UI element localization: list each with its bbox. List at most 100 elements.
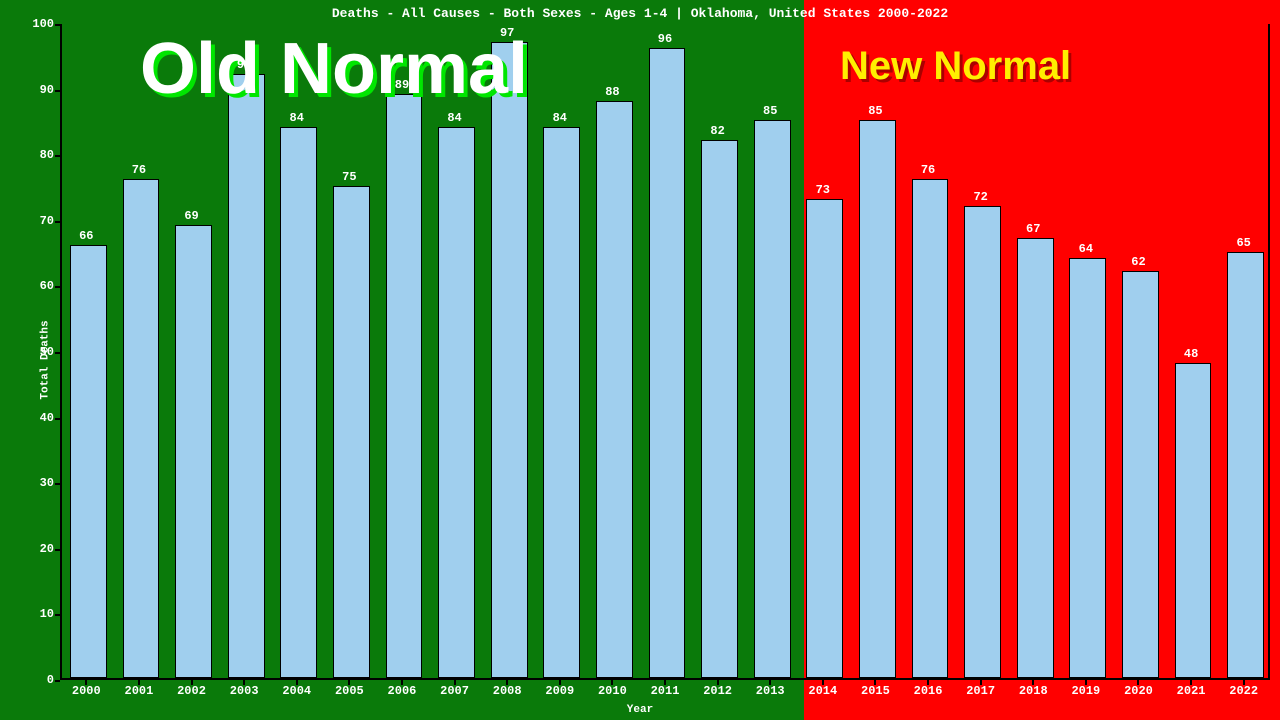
bar-value-label: 82	[693, 124, 743, 138]
x-tick-label: 2005	[324, 684, 374, 698]
x-tick-mark	[296, 680, 298, 685]
x-tick-label: 2008	[482, 684, 532, 698]
y-axis-label: Total Deaths	[40, 320, 52, 399]
y-tick-label: 10	[24, 607, 54, 621]
x-tick-label: 2011	[640, 684, 690, 698]
bar-value-label: 75	[324, 170, 374, 184]
y-tick-label: 100	[24, 17, 54, 31]
y-tick-mark	[55, 352, 60, 354]
x-tick-mark	[1137, 680, 1139, 685]
bar-value-label: 76	[903, 163, 953, 177]
bar	[912, 179, 949, 678]
x-tick-label: 2018	[1008, 684, 1058, 698]
x-tick-mark	[454, 680, 456, 685]
chart-container: Deaths - All Causes - Both Sexes - Ages …	[0, 0, 1280, 720]
bar	[175, 225, 212, 678]
x-axis-label: Year	[0, 704, 1280, 716]
bar-value-label: 84	[430, 111, 480, 125]
bar-value-label: 85	[850, 104, 900, 118]
x-tick-label: 2000	[61, 684, 111, 698]
bar-value-label: 73	[798, 183, 848, 197]
x-tick-mark	[1032, 680, 1034, 685]
bar-value-label: 72	[956, 190, 1006, 204]
x-tick-mark	[85, 680, 87, 685]
y-tick-mark	[55, 24, 60, 26]
bar	[543, 127, 580, 678]
y-tick-mark	[55, 680, 60, 682]
x-tick-mark	[559, 680, 561, 685]
bar-value-label: 84	[272, 111, 322, 125]
bar	[1069, 258, 1106, 678]
bar	[280, 127, 317, 678]
bar	[754, 120, 791, 678]
x-tick-mark	[769, 680, 771, 685]
x-tick-label: 2002	[167, 684, 217, 698]
bar	[1122, 271, 1159, 678]
x-tick-label: 2003	[219, 684, 269, 698]
x-tick-label: 2007	[430, 684, 480, 698]
y-tick-mark	[55, 155, 60, 157]
x-tick-label: 2019	[1061, 684, 1111, 698]
x-tick-label: 2014	[798, 684, 848, 698]
x-tick-mark	[927, 680, 929, 685]
bar	[333, 186, 370, 678]
bar-value-label: 67	[1008, 222, 1058, 236]
x-tick-label: 2015	[850, 684, 900, 698]
x-tick-label: 2013	[745, 684, 795, 698]
y-tick-mark	[55, 90, 60, 92]
x-tick-mark	[611, 680, 613, 685]
x-tick-label: 2012	[693, 684, 743, 698]
x-tick-label: 2016	[903, 684, 953, 698]
x-tick-mark	[506, 680, 508, 685]
y-tick-mark	[55, 549, 60, 551]
bar-value-label: 97	[482, 26, 532, 40]
bar-value-label: 48	[1166, 347, 1216, 361]
bar	[1175, 363, 1212, 678]
x-tick-label: 2001	[114, 684, 164, 698]
y-tick-label: 60	[24, 279, 54, 293]
x-tick-label: 2017	[956, 684, 1006, 698]
bar	[386, 94, 423, 678]
bar	[228, 74, 265, 678]
bar	[438, 127, 475, 678]
x-tick-label: 2021	[1166, 684, 1216, 698]
bar	[1227, 252, 1264, 678]
bar	[859, 120, 896, 678]
bar-value-label: 85	[745, 104, 795, 118]
y-tick-mark	[55, 418, 60, 420]
x-tick-mark	[1190, 680, 1192, 685]
y-tick-mark	[55, 614, 60, 616]
x-tick-mark	[664, 680, 666, 685]
x-tick-label: 2006	[377, 684, 427, 698]
bar	[806, 199, 843, 678]
x-tick-mark	[401, 680, 403, 685]
x-tick-mark	[1243, 680, 1245, 685]
bar-value-label: 92	[219, 58, 269, 72]
y-tick-label: 0	[24, 673, 54, 687]
x-tick-label: 2020	[1113, 684, 1163, 698]
y-tick-mark	[55, 221, 60, 223]
y-tick-mark	[55, 286, 60, 288]
bar-value-label: 84	[535, 111, 585, 125]
y-tick-label: 90	[24, 83, 54, 97]
bar	[649, 48, 686, 678]
x-tick-mark	[191, 680, 193, 685]
bar-value-label: 76	[114, 163, 164, 177]
x-tick-label: 2022	[1219, 684, 1269, 698]
plot-area	[60, 24, 1270, 680]
y-tick-label: 40	[24, 411, 54, 425]
bar	[491, 42, 528, 678]
x-tick-label: 2010	[587, 684, 637, 698]
x-tick-mark	[980, 680, 982, 685]
bar-value-label: 69	[167, 209, 217, 223]
x-tick-mark	[243, 680, 245, 685]
bar-value-label: 66	[61, 229, 111, 243]
x-tick-mark	[874, 680, 876, 685]
bar-value-label: 96	[640, 32, 690, 46]
bar-value-label: 89	[377, 78, 427, 92]
bar	[70, 245, 107, 678]
bar	[596, 101, 633, 678]
y-tick-label: 50	[24, 345, 54, 359]
bar-value-label: 64	[1061, 242, 1111, 256]
x-tick-mark	[717, 680, 719, 685]
